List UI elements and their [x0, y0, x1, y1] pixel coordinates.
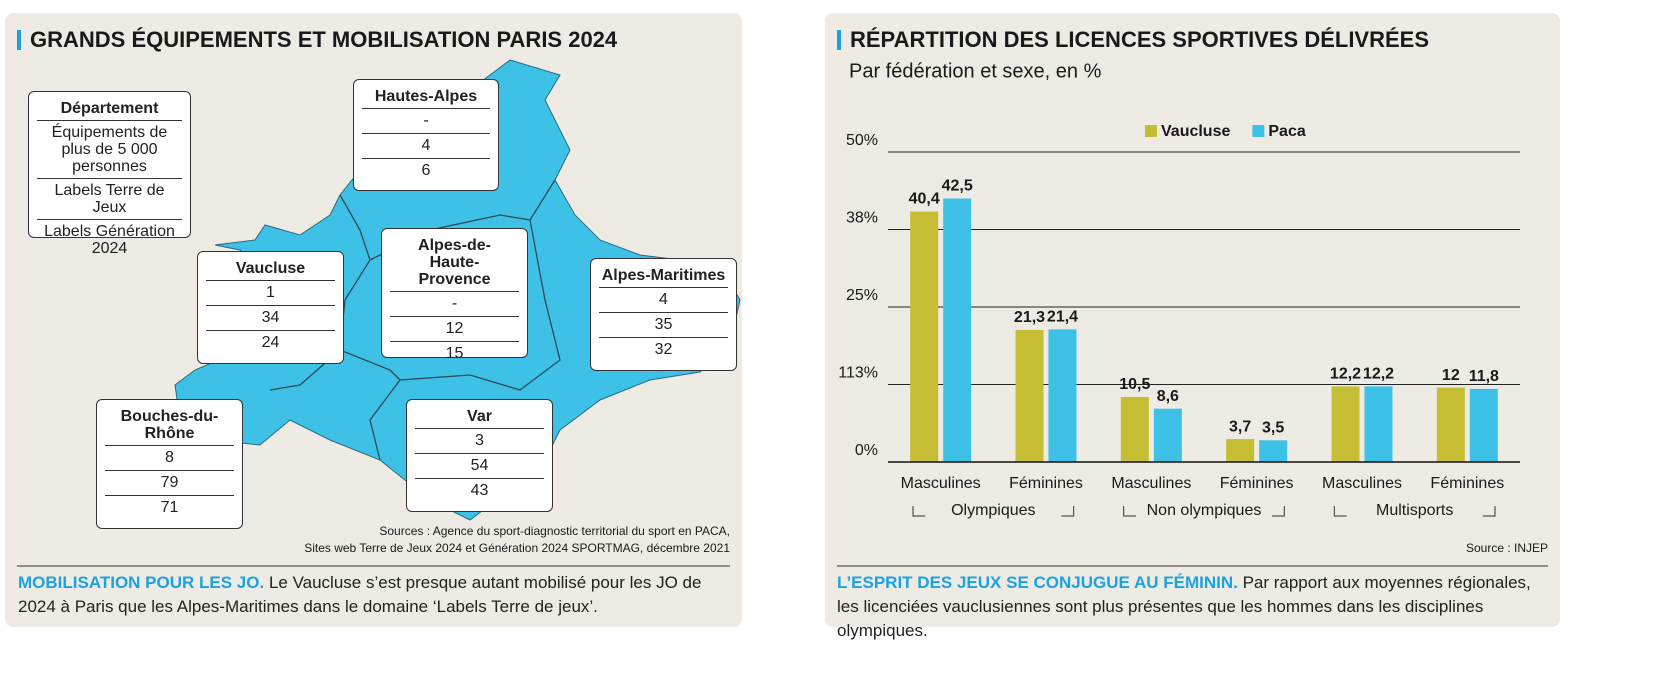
department-value: 8	[105, 445, 234, 470]
department-value: -	[390, 291, 519, 316]
department-value: -	[362, 108, 490, 133]
chart-subtitle: Par fédération et sexe, en %	[849, 60, 1102, 82]
value-label: 12	[1442, 367, 1460, 384]
x-tick-label: Masculines	[1322, 475, 1402, 492]
department-value: 4	[599, 287, 728, 312]
sources: Sources : Agence du sport-diagnostic ter…	[379, 524, 730, 538]
x-tick-label: Féminines	[1220, 475, 1294, 492]
value-label: 21,3	[1014, 309, 1045, 326]
value-label: 11,8	[1469, 368, 1499, 385]
department-value: 24	[206, 330, 335, 355]
legend-row: Labels Génération 2024	[37, 219, 182, 260]
bar	[910, 211, 939, 462]
bar	[1259, 440, 1288, 462]
map-border	[369, 179, 561, 461]
x-tick-label: Masculines	[1111, 475, 1191, 492]
bar	[1048, 329, 1077, 462]
bar	[943, 198, 972, 462]
value-label: 10,5	[1119, 376, 1150, 393]
department-value: 3	[415, 428, 544, 453]
bar	[1153, 408, 1182, 462]
department-value: 15	[390, 341, 519, 366]
group-label: Non olympiques	[1147, 502, 1262, 519]
value-label: 21,4	[1047, 309, 1078, 326]
x-tick-label: Masculines	[901, 475, 981, 492]
y-tick-label: 50%	[846, 132, 878, 149]
legend-swatch	[1252, 125, 1265, 137]
department-name: Vaucluse	[235, 260, 306, 277]
bar	[1226, 439, 1255, 462]
chart-caption: L’ESPRIT DES JEUX SE CONJUGUE AU FÉMININ…	[837, 571, 1547, 643]
department-box: Alpes-de-Haute-Provence -12 15	[381, 228, 528, 362]
department-name: Var	[467, 408, 492, 425]
group-label: Olympiques	[951, 502, 1035, 519]
x-tick-label: Féminines	[1009, 475, 1083, 492]
department-box: Var 3 54 43	[406, 399, 553, 512]
y-tick-label: 25%	[846, 287, 878, 304]
x-tick-label: Féminines	[1430, 475, 1504, 492]
department-value: 79	[105, 470, 234, 495]
value-label: 40,4	[909, 191, 940, 208]
bar	[1364, 386, 1393, 462]
map-caption: MOBILISATION POUR LES JO. Le Vaucluse s’…	[18, 571, 718, 619]
department-value: 12	[390, 316, 519, 341]
bar	[1015, 329, 1044, 462]
title-marker	[17, 30, 21, 50]
caption-head: MOBILISATION POUR LES JO.	[18, 573, 265, 592]
value-label: 12,2	[1330, 366, 1361, 383]
bar	[1436, 387, 1465, 462]
chart-title: RÉPARTITION DES LICENCES SPORTIVES DÉLIV…	[850, 27, 1429, 52]
bar	[1331, 386, 1360, 462]
caption-text: Le Vaucluse s’est presque autant mobilis…	[18, 573, 702, 616]
department-name: Bouches-du-Rhône	[120, 408, 219, 442]
y-tick-label: 113%	[838, 365, 878, 382]
department-value: 4	[362, 133, 490, 158]
value-label: 3,7	[1229, 418, 1251, 435]
legend-row: Labels Terre de Jeux	[37, 178, 182, 219]
department-name: Hautes-Alpes	[374, 88, 478, 105]
department-value: 71	[105, 495, 234, 520]
group-bracket	[1123, 506, 1285, 517]
group-bracket	[912, 506, 1075, 517]
map-title: GRANDS ÉQUIPEMENTS ET MOBILISATION PARIS…	[30, 27, 618, 52]
department-value: 32	[599, 337, 728, 362]
department-name: Alpes-de-Haute-Provence	[418, 237, 491, 288]
chart-panel-bg	[825, 13, 1560, 627]
department-box: Alpes-Maritimes 4 35 32	[590, 258, 737, 371]
department-box: Bouches-du-Rhône 8 79 71	[96, 399, 243, 529]
source: Source : INJEP	[1466, 541, 1548, 555]
legend-swatch	[1145, 125, 1157, 137]
caption-head: L’ESPRIT DES JEUX SE CONJUGUE AU FÉMININ…	[837, 573, 1238, 592]
department-value: 35	[599, 312, 728, 337]
department-name: Alpes-Maritimes	[601, 267, 726, 284]
map-border	[339, 349, 401, 381]
department-value: 6	[362, 158, 490, 183]
legend-label: Paca	[1268, 123, 1305, 140]
department-value: 43	[415, 478, 544, 503]
bar	[1120, 396, 1149, 462]
group-bracket	[1333, 506, 1496, 517]
department-box: Vaucluse 1 34 24	[197, 251, 344, 364]
legend-label: Vaucluse	[1161, 123, 1230, 140]
bar	[1469, 388, 1498, 462]
legend-header: Département	[60, 100, 159, 117]
value-label: 42,5	[942, 178, 973, 195]
y-tick-label: 0%	[855, 442, 878, 459]
department-value: 1	[206, 280, 335, 305]
department-box: Hautes-Alpes -4 6	[353, 79, 499, 191]
sources: Sites web Terre de Jeux 2024 et Générati…	[304, 541, 730, 555]
title-marker	[837, 30, 841, 50]
map-border	[269, 194, 371, 391]
y-tick-label: 38%	[846, 210, 878, 227]
value-label: 8,6	[1157, 388, 1179, 405]
legend-box: Département Équipements de plus de 5 000…	[28, 91, 191, 257]
value-label: 12,2	[1363, 366, 1394, 383]
department-value: 34	[206, 305, 335, 330]
group-label: Multisports	[1376, 502, 1453, 519]
legend-row: Équipements de plus de 5 000 personnes	[37, 120, 182, 178]
department-value: 54	[415, 453, 544, 478]
value-label: 3,5	[1262, 420, 1284, 437]
caption-text: Par rapport aux moyennes régionales, les…	[837, 573, 1531, 640]
